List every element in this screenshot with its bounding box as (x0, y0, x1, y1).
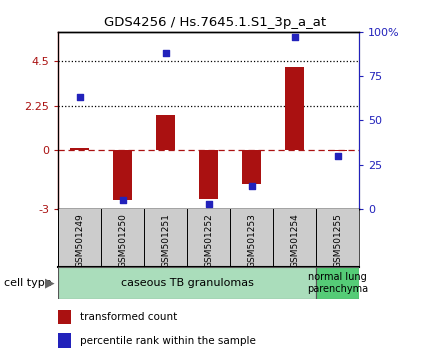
Point (291, 34, 298, 40)
Bar (199, 150, 218, 199)
Text: caseous TB granulomas: caseous TB granulomas (120, 278, 254, 288)
Text: percentile rank within the sample: percentile rank within the sample (80, 336, 255, 346)
Text: GSM501250: GSM501250 (118, 213, 127, 268)
Bar (58, 267, 316, 299)
Point (119, 197, 126, 203)
Text: cell type: cell type (4, 278, 52, 288)
Bar (285, 67, 304, 150)
Bar (113, 150, 132, 200)
Point (334, 153, 341, 159)
Bar (58, 333, 71, 348)
Point (248, 183, 255, 189)
Bar (242, 150, 261, 184)
Text: GSM501254: GSM501254 (290, 213, 299, 268)
Bar (328, 150, 347, 151)
Text: transformed count: transformed count (80, 312, 177, 322)
Point (205, 201, 212, 206)
Point (76, 95, 83, 100)
Text: GSM501252: GSM501252 (204, 213, 213, 268)
Text: ▶: ▶ (45, 277, 55, 290)
Text: GSM501253: GSM501253 (247, 213, 256, 268)
Bar (156, 115, 175, 150)
Text: GSM501249: GSM501249 (75, 213, 84, 268)
Text: GDS4256 / Hs.7645.1.S1_3p_a_at: GDS4256 / Hs.7645.1.S1_3p_a_at (104, 16, 326, 29)
Bar (316, 267, 359, 299)
Point (162, 50, 169, 56)
Bar (70, 148, 89, 150)
Bar (58, 310, 71, 324)
Text: normal lung
parenchyma: normal lung parenchyma (307, 272, 368, 294)
Text: GSM501255: GSM501255 (333, 213, 342, 268)
Text: GSM501251: GSM501251 (161, 213, 170, 268)
